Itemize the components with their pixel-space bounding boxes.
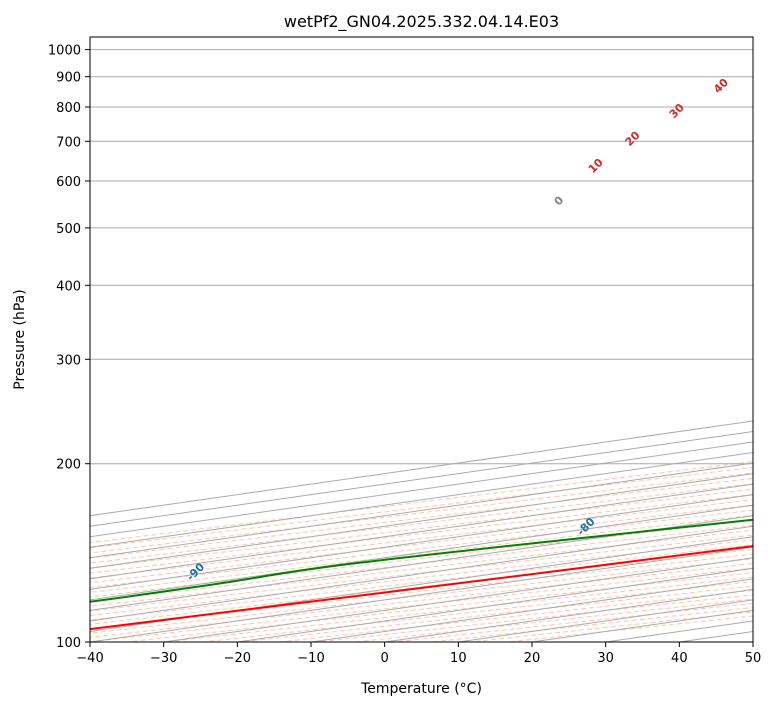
y-tick-label: 200 (56, 458, 81, 473)
y-tick-label: 800 (56, 101, 81, 116)
y-tick-label: 600 (56, 175, 81, 190)
background-lines (90, 49, 753, 642)
y-tick-label: 1000 (48, 44, 81, 59)
isotherm-gridline (90, 525, 753, 622)
x-tick-label: 20 (524, 651, 541, 666)
x-tick-label: 40 (671, 651, 688, 666)
isotherm-gridline (90, 494, 753, 590)
x-tick-label: −10 (297, 651, 324, 666)
plot-frame (89, 36, 754, 643)
isotherm-gridline (90, 536, 753, 632)
x-tick-label: 0 (381, 651, 389, 666)
y-axis-label: Pressure (hPa) (12, 289, 28, 389)
isotherm-gridline (90, 504, 753, 601)
isotherm-gridline (90, 473, 753, 569)
x-axis-label: Temperature (°C) (360, 681, 482, 697)
sounding-profiles (90, 519, 753, 631)
x-tick-label: −20 (224, 651, 251, 666)
x-tick-label: −30 (150, 651, 177, 666)
x-tick-label: −40 (76, 651, 103, 666)
isotherm-gridline (90, 452, 753, 548)
isotherm-gridline (90, 483, 753, 580)
x-tick-label: 10 (450, 651, 467, 666)
y-tick-label: 400 (56, 279, 81, 294)
y-tick-label: 300 (56, 353, 81, 368)
y-tick-label: 100 (56, 636, 81, 651)
dewpoint-profile-line (90, 519, 753, 603)
y-tick-label: 700 (56, 135, 81, 150)
chart-title: wetPf2_GN04.2025.332.04.14.E03 (284, 12, 559, 32)
x-tick-label: 30 (597, 651, 614, 666)
axes: −40 −30 −20 −10 0 10 20 30 40 50 1000 900 800 700 600 5… (48, 44, 761, 666)
y-tick-label: 500 (56, 222, 81, 237)
x-tick-label: 50 (745, 651, 762, 666)
y-tick-label: 900 (56, 71, 81, 86)
isotherm-gridline (90, 515, 753, 611)
isotherm-gridline (90, 462, 753, 559)
